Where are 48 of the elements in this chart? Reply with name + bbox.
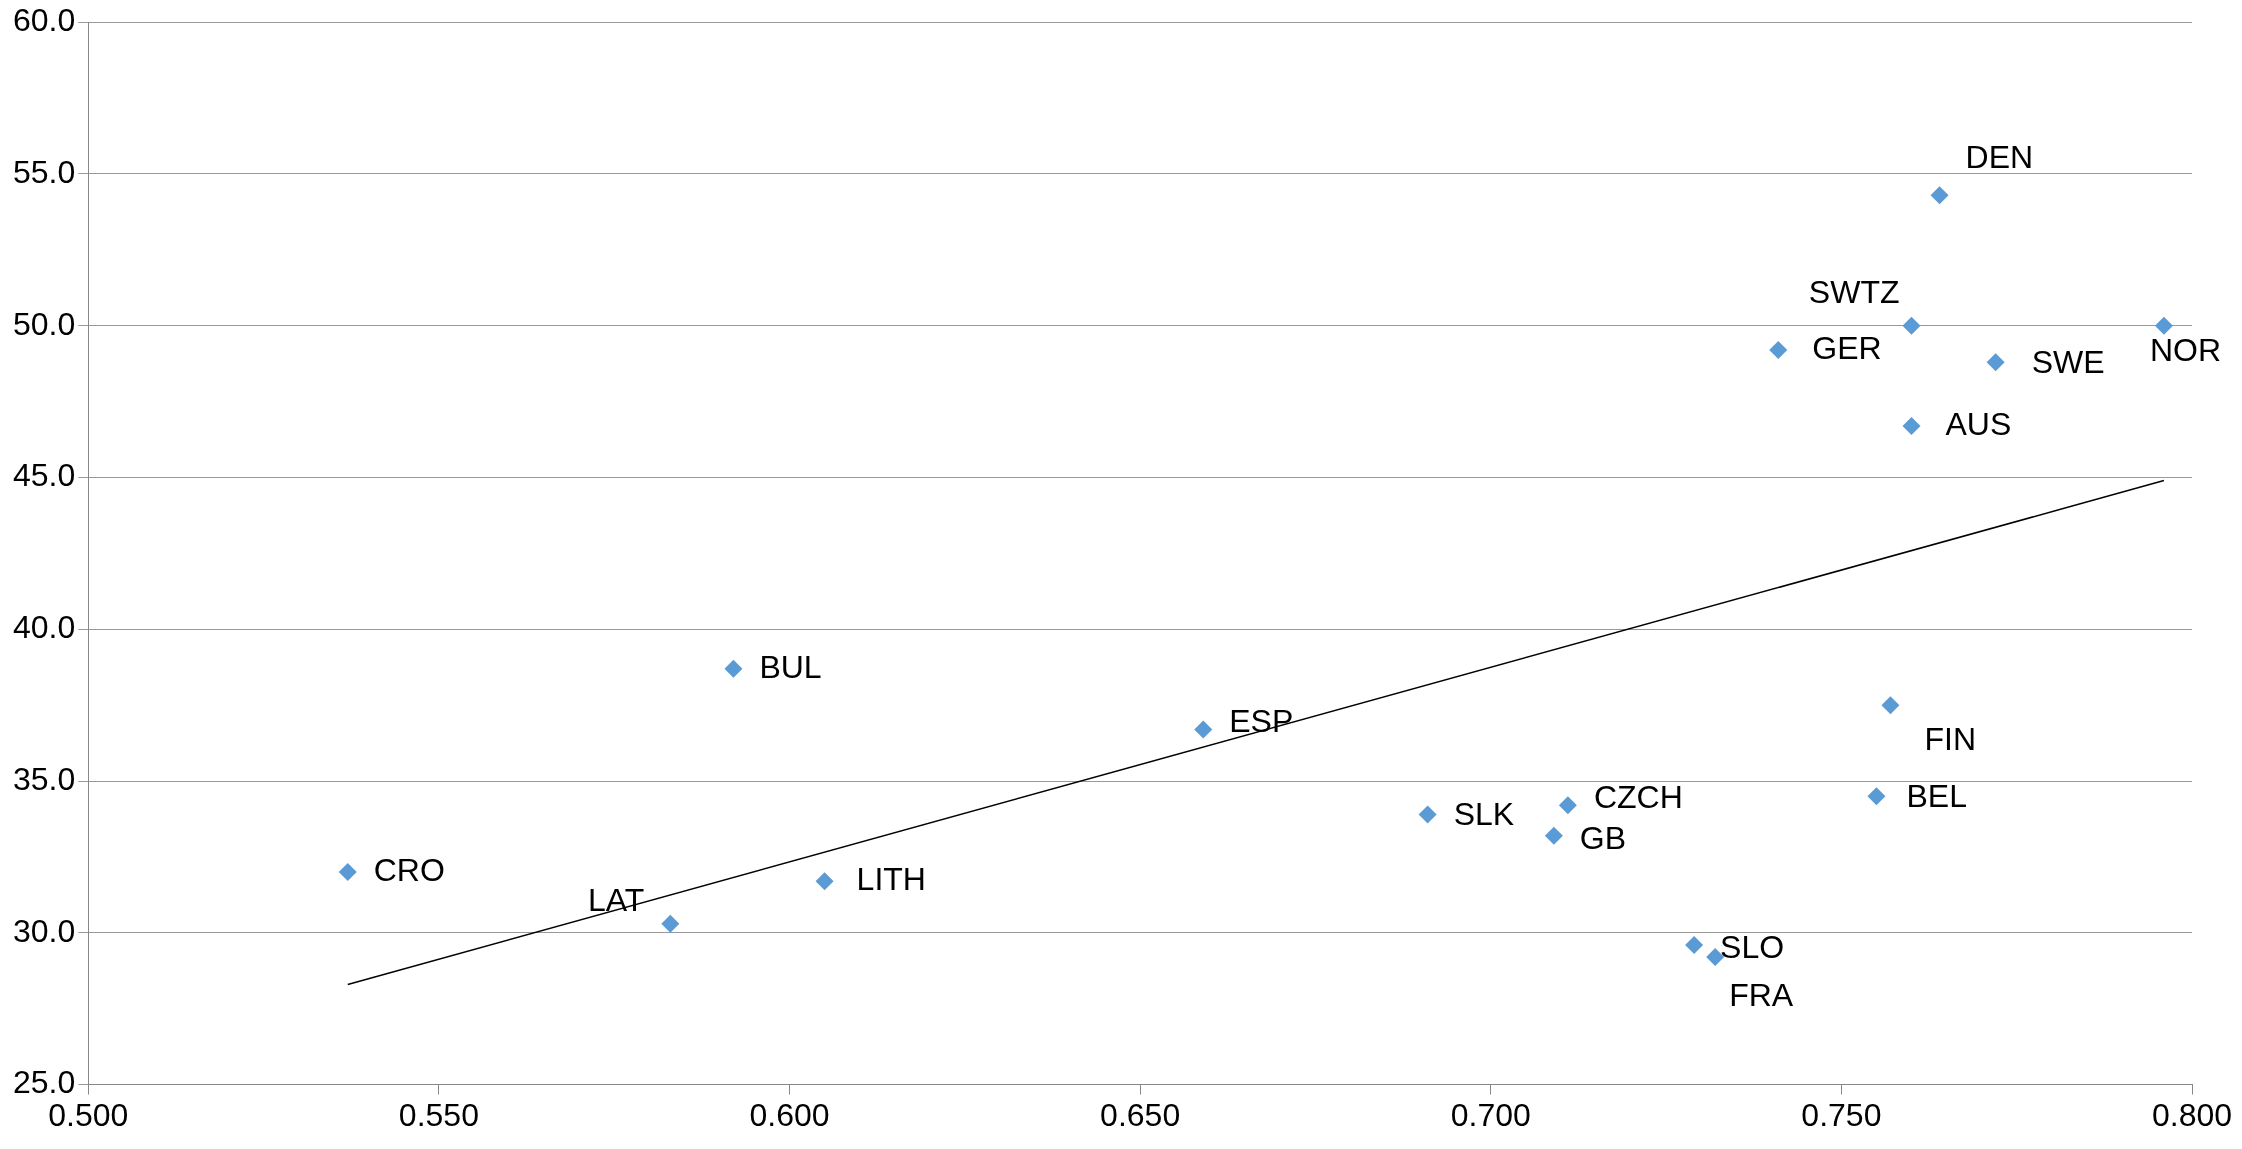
point	[1418, 805, 1437, 824]
x-tick-label: 0.600	[749, 1096, 830, 1133]
y-tick-label: 55.0	[13, 153, 76, 190]
point	[1930, 186, 1949, 205]
y-tick-label: 30.0	[13, 912, 76, 949]
point	[1986, 353, 2005, 372]
point	[338, 863, 357, 882]
point	[1544, 826, 1563, 845]
annotation: SWE	[2031, 344, 2105, 380]
annotation: BEL	[1906, 778, 1967, 815]
annotation: NOR	[2149, 331, 2222, 368]
annotation: BUL	[759, 648, 822, 685]
annotation: SLO	[1720, 928, 1785, 965]
annotation: LITH	[856, 861, 926, 898]
annotation: SWTZ	[1808, 273, 1900, 310]
annotation: FIN	[1924, 721, 1977, 757]
point	[1867, 787, 1886, 806]
point	[815, 872, 834, 891]
point	[1558, 796, 1577, 815]
y-tick-label: 35.0	[13, 760, 76, 797]
x-tick-label: 0.800	[2151, 1096, 2233, 1133]
annotation: GB	[1579, 819, 1627, 856]
annotation: CZCH	[1593, 779, 1683, 816]
y-tick-label: 60.0	[13, 2, 76, 39]
point	[1902, 416, 1921, 435]
point	[661, 914, 680, 933]
x-tick-label: 0.650	[1100, 1096, 1181, 1133]
point	[1902, 316, 1921, 335]
point	[724, 659, 743, 678]
annotation: CRO	[373, 851, 445, 888]
x-tick-label: 0.550	[398, 1096, 479, 1133]
point	[2154, 316, 2173, 335]
annotation: FRA	[1729, 976, 1794, 1013]
point	[1881, 696, 1900, 715]
point	[1769, 341, 1788, 360]
annotation: ESP	[1229, 703, 1294, 740]
y-tick-label: 45.0	[13, 457, 76, 494]
y-tick-label: 40.0	[13, 609, 76, 646]
annotation: SLK	[1453, 796, 1515, 833]
x-tick-label: 0.700	[1450, 1096, 1531, 1133]
x-tick-label: 0.750	[1801, 1096, 1882, 1133]
annotation: LAT	[588, 881, 645, 918]
annotation: AUS	[1945, 405, 2012, 442]
y-tick-label: 50.0	[13, 305, 76, 342]
point	[1194, 720, 1213, 739]
annotation: GER	[1812, 329, 1882, 366]
point	[1685, 935, 1704, 954]
annotation: DEN	[1965, 139, 2034, 176]
